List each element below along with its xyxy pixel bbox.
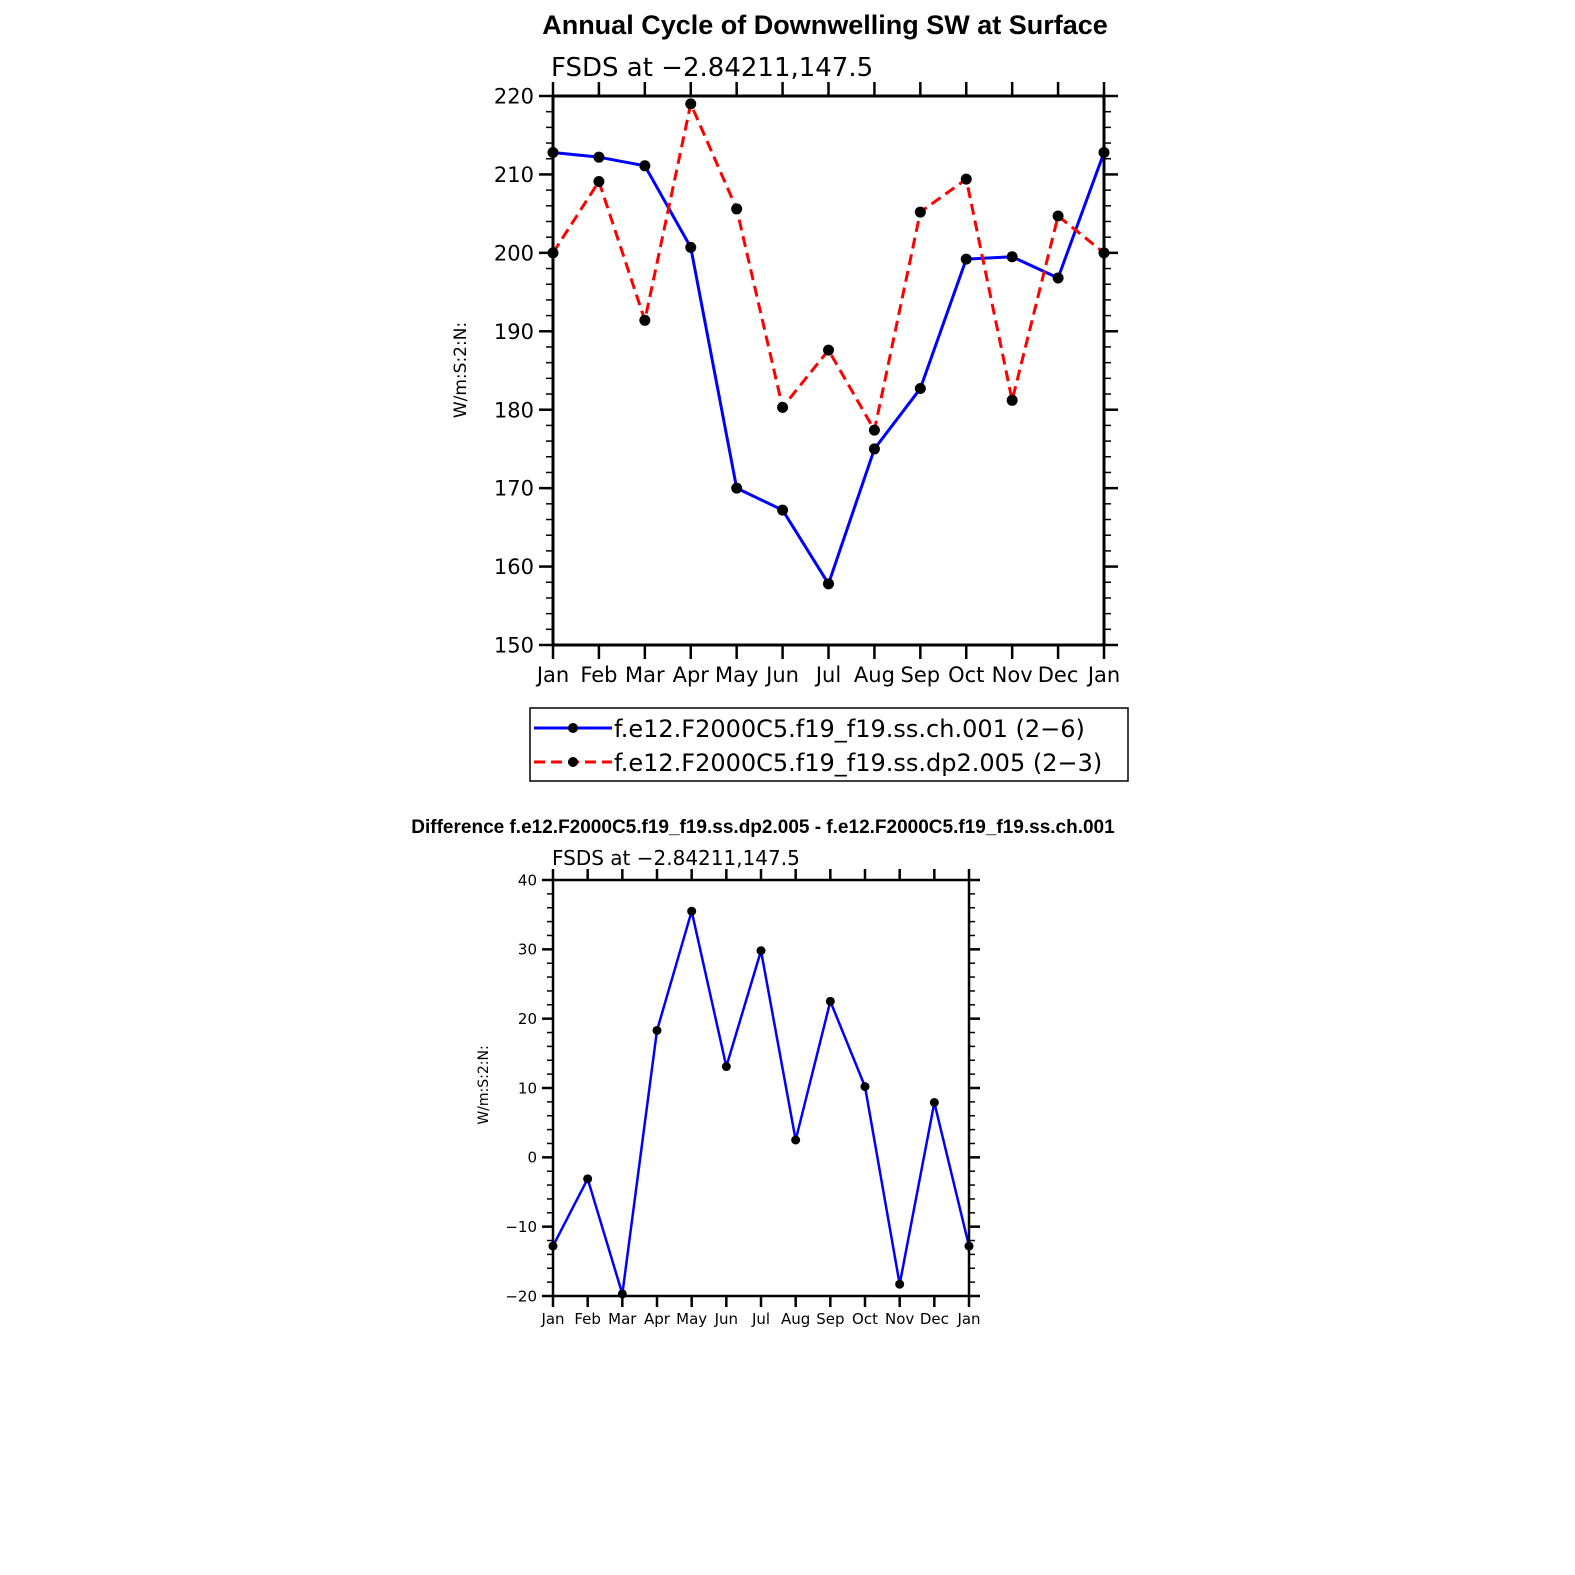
x-tick-label: Feb [574, 1310, 601, 1328]
data-point [929, 1098, 939, 1108]
x-tick-label: Jan [956, 1310, 980, 1328]
y-tick-label: −20 [505, 1287, 537, 1305]
legend-entry: f.e12.F2000C5.f19_f19.ss.ch.001 (2−6) [534, 715, 1085, 743]
data-point [687, 906, 697, 916]
data-point [1006, 251, 1018, 263]
chart-subtitle: FSDS at −2.84211,147.5 [552, 846, 800, 870]
x-tick-label: Apr [644, 1310, 671, 1328]
x-tick-label: Mar [625, 663, 665, 687]
data-point [652, 1025, 662, 1035]
x-tick-label: Aug [781, 1310, 810, 1328]
y-tick-label: 30 [518, 941, 537, 959]
y-tick-label: −10 [505, 1218, 537, 1236]
data-point [731, 482, 743, 494]
x-tick-label: Feb [580, 663, 617, 687]
x-tick-label: Jan [535, 663, 569, 687]
data-point [1006, 394, 1018, 406]
x-tick-label: Oct [852, 1310, 878, 1328]
x-tick-label: Sep [901, 663, 941, 687]
chart-subtitle: FSDS at −2.84211,147.5 [551, 53, 873, 83]
y-tick-label: 190 [494, 320, 534, 344]
x-tick-label: Jul [814, 663, 841, 687]
data-point [960, 173, 972, 185]
chart-title: Difference f.e12.F2000C5.f19_f19.ss.dp2.… [411, 817, 1115, 838]
x-tick-label: Nov [885, 1310, 914, 1328]
x-tick-label: Mar [608, 1310, 637, 1328]
data-point [756, 946, 766, 956]
data-point [868, 443, 880, 455]
x-tick-label: Nov [992, 663, 1033, 687]
data-point [583, 1174, 593, 1184]
x-tick-label: May [715, 663, 758, 687]
annual-cycle-chart: Annual Cycle of Downwelling SW at Surfac… [451, 10, 1120, 687]
y-tick-label: 40 [518, 871, 537, 889]
y-tick-label: 210 [494, 163, 534, 187]
x-tick-label: Jun [714, 1310, 738, 1328]
data-point [593, 175, 605, 187]
data-point [1052, 272, 1064, 284]
x-tick-label: Sep [816, 1310, 844, 1328]
y-axis-label: W/m:S:2:N: [476, 1045, 492, 1124]
difference-chart: Difference f.e12.F2000C5.f19_f19.ss.dp2.… [411, 817, 1115, 1328]
data-point [1052, 210, 1064, 222]
data-point [914, 383, 926, 395]
x-tick-label: Oct [948, 663, 984, 687]
legend-swatch-marker [568, 723, 578, 733]
y-tick-label: 170 [494, 477, 534, 501]
data-point [823, 344, 834, 356]
legend-label: f.e12.F2000C5.f19_f19.ss.dp2.005 (2−3) [614, 749, 1102, 777]
y-tick-label: 150 [494, 634, 534, 658]
data-point [914, 206, 926, 218]
x-tick-label: May [676, 1310, 707, 1328]
data-point [685, 241, 697, 253]
x-tick-label: Jun [764, 663, 799, 687]
y-tick-label: 220 [494, 85, 534, 109]
data-point [960, 253, 972, 265]
data-point [721, 1062, 731, 1072]
data-point [777, 504, 789, 516]
data-point [895, 1279, 905, 1289]
legend: f.e12.F2000C5.f19_f19.ss.ch.001 (2−6) f.… [529, 707, 1129, 782]
x-tick-label: Apr [673, 663, 710, 687]
y-axis-label: W/m:S:2:N: [451, 322, 471, 418]
data-point [791, 1135, 801, 1145]
y-tick-label: 0 [527, 1149, 537, 1167]
y-tick-label: 180 [494, 398, 534, 422]
x-tick-label: Dec [1038, 663, 1079, 687]
data-point [825, 996, 835, 1006]
data-point [639, 160, 651, 172]
x-tick-label: Aug [854, 663, 895, 687]
x-tick-label: Jan [540, 1310, 564, 1328]
x-tick-label: Jul [751, 1310, 770, 1328]
x-tick-label: Jan [1086, 663, 1120, 687]
data-point [593, 151, 605, 163]
y-tick-label: 20 [518, 1010, 537, 1028]
data-point [639, 314, 651, 326]
chart-title: Annual Cycle of Downwelling SW at Surfac… [542, 10, 1108, 40]
legend-swatch-marker [568, 757, 578, 767]
y-tick-label: 10 [518, 1079, 537, 1097]
data-point [777, 401, 789, 413]
data-point [731, 203, 743, 215]
y-tick-label: 200 [494, 241, 534, 265]
y-tick-label: 160 [494, 555, 534, 579]
data-point [685, 98, 697, 110]
legend-box [529, 707, 1129, 782]
legend-entry: f.e12.F2000C5.f19_f19.ss.dp2.005 (2−3) [534, 749, 1102, 777]
data-point [868, 424, 880, 436]
data-point [823, 578, 834, 590]
data-point [860, 1082, 870, 1092]
x-tick-label: Dec [920, 1310, 949, 1328]
legend-label: f.e12.F2000C5.f19_f19.ss.ch.001 (2−6) [614, 715, 1085, 743]
